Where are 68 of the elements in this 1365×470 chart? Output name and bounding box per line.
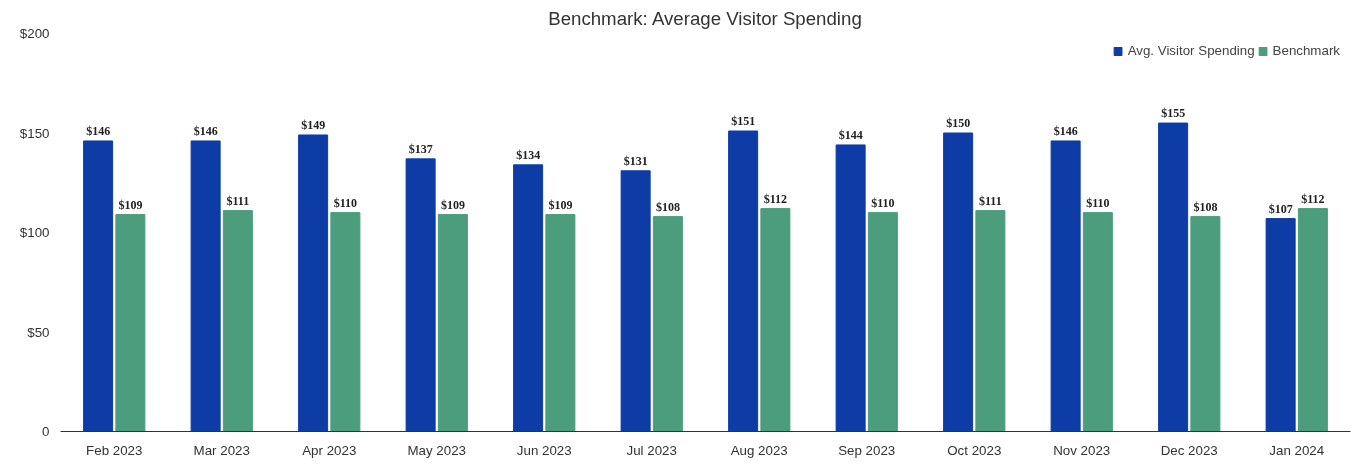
bar: [330, 212, 361, 432]
x-tick-label: Feb 2023: [86, 442, 143, 458]
legend-label: Benchmark: [1272, 43, 1340, 58]
bar: [545, 214, 576, 432]
x-tick-label: Oct 2023: [947, 442, 1002, 458]
x-tick-label: Nov 2023: [1053, 442, 1111, 458]
y-tick-label: $50: [27, 324, 50, 340]
bar: [760, 208, 791, 432]
bar: [222, 210, 253, 432]
legend-label: Avg. Visitor Spending: [1127, 43, 1255, 58]
bar: [975, 210, 1006, 432]
data-label: $149: [301, 117, 326, 132]
bar: [1297, 208, 1328, 432]
bar: [728, 130, 759, 432]
data-label: $108: [655, 199, 680, 214]
x-tick-label: Mar 2023: [193, 442, 250, 458]
bar: [115, 214, 146, 432]
data-label: $108: [1193, 199, 1218, 214]
bar: [1190, 216, 1221, 432]
data-label: $151: [731, 114, 756, 129]
bar: [83, 140, 114, 432]
x-tick-label: Aug 2023: [730, 442, 788, 458]
data-label: $109: [548, 197, 573, 212]
data-label: $146: [86, 123, 111, 138]
bar: [835, 144, 866, 432]
data-label: $134: [516, 147, 541, 162]
y-tick-label: $150: [19, 125, 50, 141]
bar: [190, 140, 221, 432]
x-tick-label: Jan 2024: [1269, 442, 1325, 458]
x-tick-label: Apr 2023: [302, 442, 357, 458]
data-label: $111: [226, 193, 250, 208]
bar: [298, 134, 329, 432]
x-tick-label: May 2023: [407, 442, 467, 458]
data-label: $110: [871, 195, 895, 210]
x-tick-label: Sep 2023: [838, 442, 896, 458]
data-label: $111: [979, 193, 1002, 208]
data-label: $144: [838, 127, 863, 142]
data-label: $137: [408, 141, 433, 156]
x-tick-label: Dec 2023: [1160, 442, 1218, 458]
data-label: $110: [333, 195, 358, 210]
data-label: $146: [1053, 123, 1078, 138]
bar: [1082, 212, 1113, 432]
bar: [1265, 218, 1296, 432]
bar: [943, 132, 974, 432]
x-tick-label: Jun 2023: [516, 442, 572, 458]
data-label: $112: [1301, 191, 1325, 206]
y-tick-label: $200: [19, 26, 50, 41]
y-tick-label: $100: [19, 225, 50, 240]
y-tick-label: 0: [42, 424, 50, 439]
data-label: $150: [946, 116, 971, 130]
data-label: $146: [193, 123, 218, 138]
data-label: $112: [763, 191, 788, 206]
bar: [620, 170, 651, 432]
chart-title: Benchmark: Average Visitor Spending: [548, 7, 862, 29]
data-label: $155: [1161, 106, 1186, 121]
data-label: $109: [118, 197, 143, 212]
data-label: $131: [623, 153, 648, 168]
bar: [513, 164, 544, 432]
bar: [405, 158, 436, 432]
bar: [867, 212, 898, 432]
x-tick-label: Jul 2023: [626, 442, 677, 458]
bar: [1050, 140, 1081, 432]
data-label: $109: [440, 197, 465, 212]
bar: [437, 214, 468, 432]
data-label: $110: [1086, 195, 1110, 210]
bar: [652, 216, 683, 432]
data-label: $107: [1268, 201, 1293, 216]
bar: [1158, 122, 1189, 432]
